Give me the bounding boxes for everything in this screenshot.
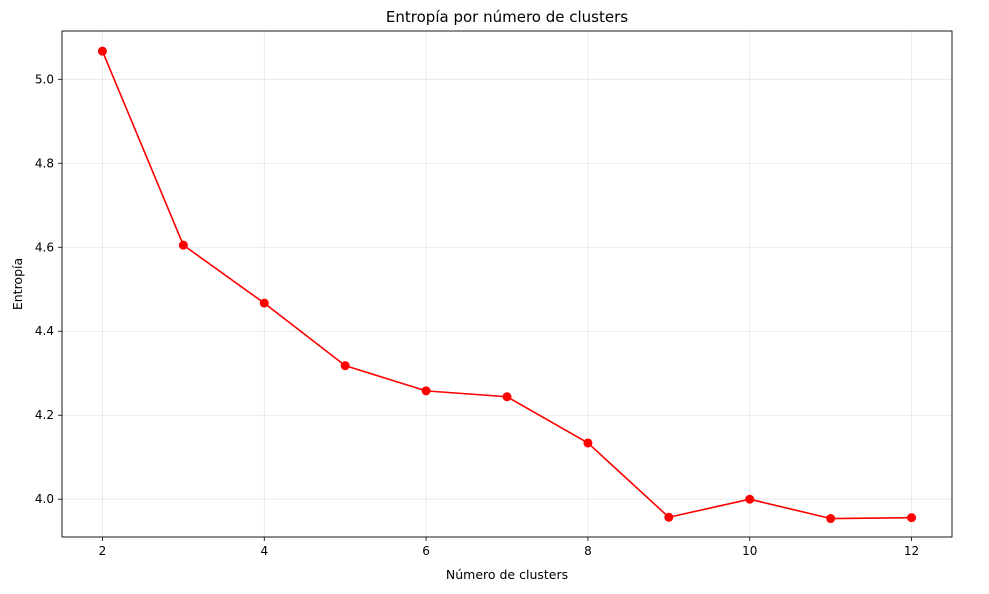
x-tick-label: 12	[904, 544, 919, 558]
y-tick-label: 4.4	[35, 324, 54, 338]
y-tick-label: 4.0	[35, 492, 54, 506]
x-tick-label: 8	[584, 544, 592, 558]
data-point-marker	[340, 361, 350, 371]
x-tick-label: 6	[422, 544, 430, 558]
x-axis-ticks: 2 4 6 8 10 12	[99, 537, 919, 558]
series-line	[101, 50, 912, 520]
grid	[62, 31, 952, 537]
x-tick-label: 10	[742, 544, 757, 558]
data-point-marker	[502, 392, 512, 402]
data-point-marker	[421, 386, 431, 396]
x-axis-label: Número de clusters	[446, 567, 568, 582]
x-tick-label: 4	[260, 544, 268, 558]
data-point-marker	[907, 513, 917, 523]
y-tick-label: 4.6	[35, 240, 54, 254]
data-point-marker	[178, 240, 188, 250]
data-point-marker	[826, 514, 836, 524]
x-tick-label: 2	[99, 544, 107, 558]
series-layer	[97, 46, 917, 524]
chart-title: Entropía por número de clusters	[386, 8, 628, 26]
data-point-marker	[664, 512, 674, 522]
data-point-marker	[259, 298, 269, 308]
data-point-marker	[97, 46, 107, 56]
y-axis-ticks: 4.0 4.2 4.4 4.6 4.8 5.0	[35, 72, 62, 506]
data-point-marker	[745, 494, 755, 504]
plot-frame	[61, 30, 953, 538]
y-axis-label: Entropía	[10, 258, 25, 310]
y-tick-label: 4.8	[35, 156, 54, 170]
data-point-marker	[583, 438, 593, 448]
y-tick-label: 4.2	[35, 408, 54, 422]
y-tick-label: 5.0	[35, 72, 54, 86]
